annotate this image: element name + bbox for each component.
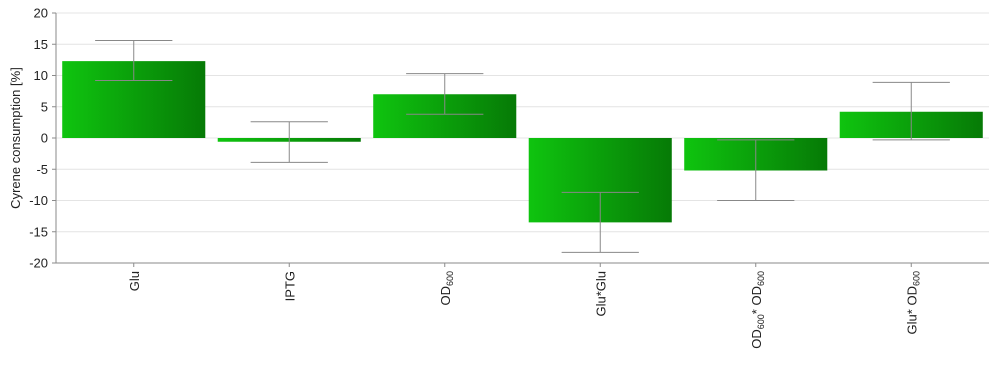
- axis-labels: 20 15 10 5 0 -5 -10 -15 -20 Glu IPTG OD600 Glu*Glu OD…: [29, 6, 921, 349]
- y-tick-label: -5: [36, 162, 48, 177]
- axes: [52, 12, 989, 267]
- y-tick-label: 0: [41, 131, 48, 146]
- y-tick-label: -10: [29, 193, 48, 208]
- y-tick-label: 20: [34, 6, 48, 21]
- y-tick-label: 10: [34, 68, 48, 83]
- y-axis-title: Cyrene consumption [%]: [8, 67, 23, 209]
- x-category-label: Glu*Glu: [593, 271, 608, 317]
- y-tick-label: -20: [29, 256, 48, 271]
- y-tick-label: -15: [29, 224, 48, 239]
- x-category-label: OD600* OD600: [749, 271, 766, 349]
- x-category-label: Glu: [127, 271, 142, 291]
- bars: [62, 61, 983, 223]
- x-category-label: Glu* OD600: [904, 271, 921, 334]
- y-tick-label: 5: [41, 99, 48, 114]
- x-category-label: IPTG: [282, 271, 297, 301]
- y-tick-label: 15: [34, 37, 48, 52]
- error-bars: [95, 40, 950, 253]
- x-category-label: OD600: [438, 271, 455, 306]
